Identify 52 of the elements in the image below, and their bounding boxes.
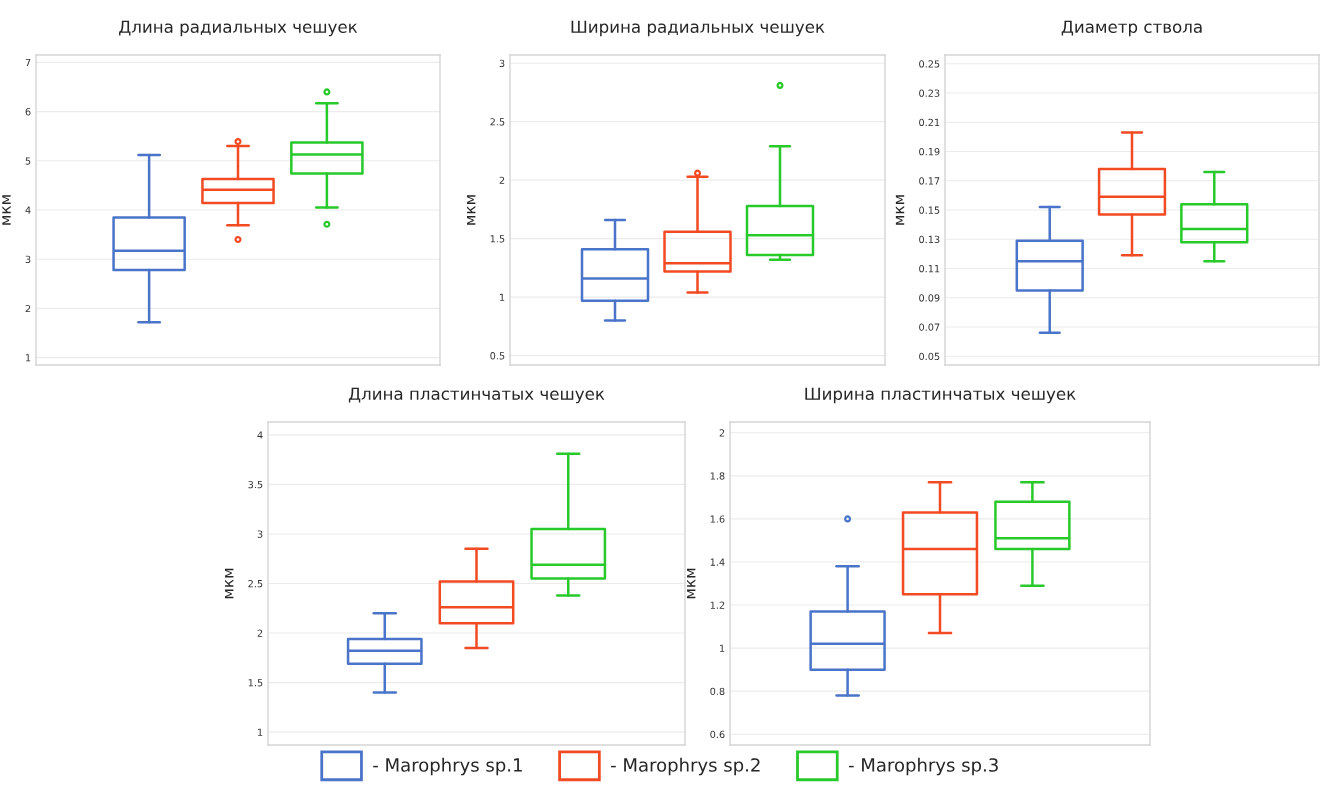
y-tick-label: 0.09: [919, 294, 940, 302]
y-tick-label: 5: [25, 157, 31, 165]
y-tick-label: 0.19: [919, 147, 940, 156]
y-tick-label: 1.2: [710, 601, 725, 609]
legend-label: - Marophrys sp.2: [611, 757, 760, 776]
y-axis-title: мкм: [687, 568, 696, 599]
legend-label: - Marophrys sp.3: [848, 757, 998, 776]
y-tick-label: 0.05: [919, 352, 940, 361]
y-tick-label: 1: [720, 644, 725, 652]
y-axis-title: мкм: [2, 195, 11, 225]
y-tick-label: 1.5: [490, 235, 505, 243]
chart-title: Ширина пластинчатых чешуек: [805, 387, 1076, 404]
legend-label: - Marophrys sp.1: [373, 757, 522, 776]
y-tick-label: 2: [25, 304, 31, 313]
y-tick-label: 4: [25, 206, 31, 214]
y-tick-label: 1: [500, 293, 505, 301]
y-tick-label: 1.8: [710, 472, 725, 480]
y-tick-label: 1: [26, 354, 31, 362]
y-tick-label: 1.4: [710, 558, 725, 566]
y-tick-label: 0.6: [710, 730, 725, 739]
y-tick-label: 1: [258, 728, 263, 736]
y-tick-label: 3: [257, 530, 263, 538]
y-tick-label: 7: [25, 58, 31, 67]
y-tick-label: 0.11: [919, 264, 940, 273]
y-tick-label: 3.5: [248, 480, 263, 489]
y-tick-label: 0.15: [919, 206, 940, 214]
y-tick-label: 1.6: [710, 515, 725, 523]
y-tick-label: 2.5: [248, 579, 263, 588]
chart-title: Длина радиальных чешуек: [119, 20, 358, 37]
y-tick-label: 0.25: [919, 60, 940, 68]
y-axis-title: мкм: [895, 195, 905, 225]
chart-title: Диаметр ствола: [1061, 20, 1202, 37]
y-axis-title: мкм: [467, 195, 476, 225]
y-tick-label: 0.5: [490, 352, 505, 360]
y-tick-label: 0.8: [710, 687, 725, 695]
y-tick-label: 4: [257, 431, 263, 439]
y-tick-label: 2: [257, 629, 263, 637]
y-tick-label: 6: [25, 108, 31, 116]
y-tick-label: 0.23: [919, 89, 940, 97]
y-tick-label: 3: [25, 255, 31, 264]
y-tick-label: 0.07: [919, 323, 940, 331]
y-tick-label: 2: [719, 429, 725, 437]
y-tick-label: 1.5: [248, 679, 263, 687]
y-tick-label: 0.21: [919, 118, 940, 127]
chart-title: Длина пластинчатых чешуек: [348, 387, 605, 404]
y-axis-title: мкм: [225, 568, 234, 599]
y-tick-label: 2: [499, 176, 505, 184]
y-tick-label: 0.17: [919, 177, 940, 185]
y-tick-label: 2.5: [490, 118, 505, 126]
chart-title: Ширина радиальных чешуек: [571, 20, 825, 37]
y-tick-label: 0.13: [919, 235, 940, 244]
y-tick-label: 3: [499, 59, 505, 68]
